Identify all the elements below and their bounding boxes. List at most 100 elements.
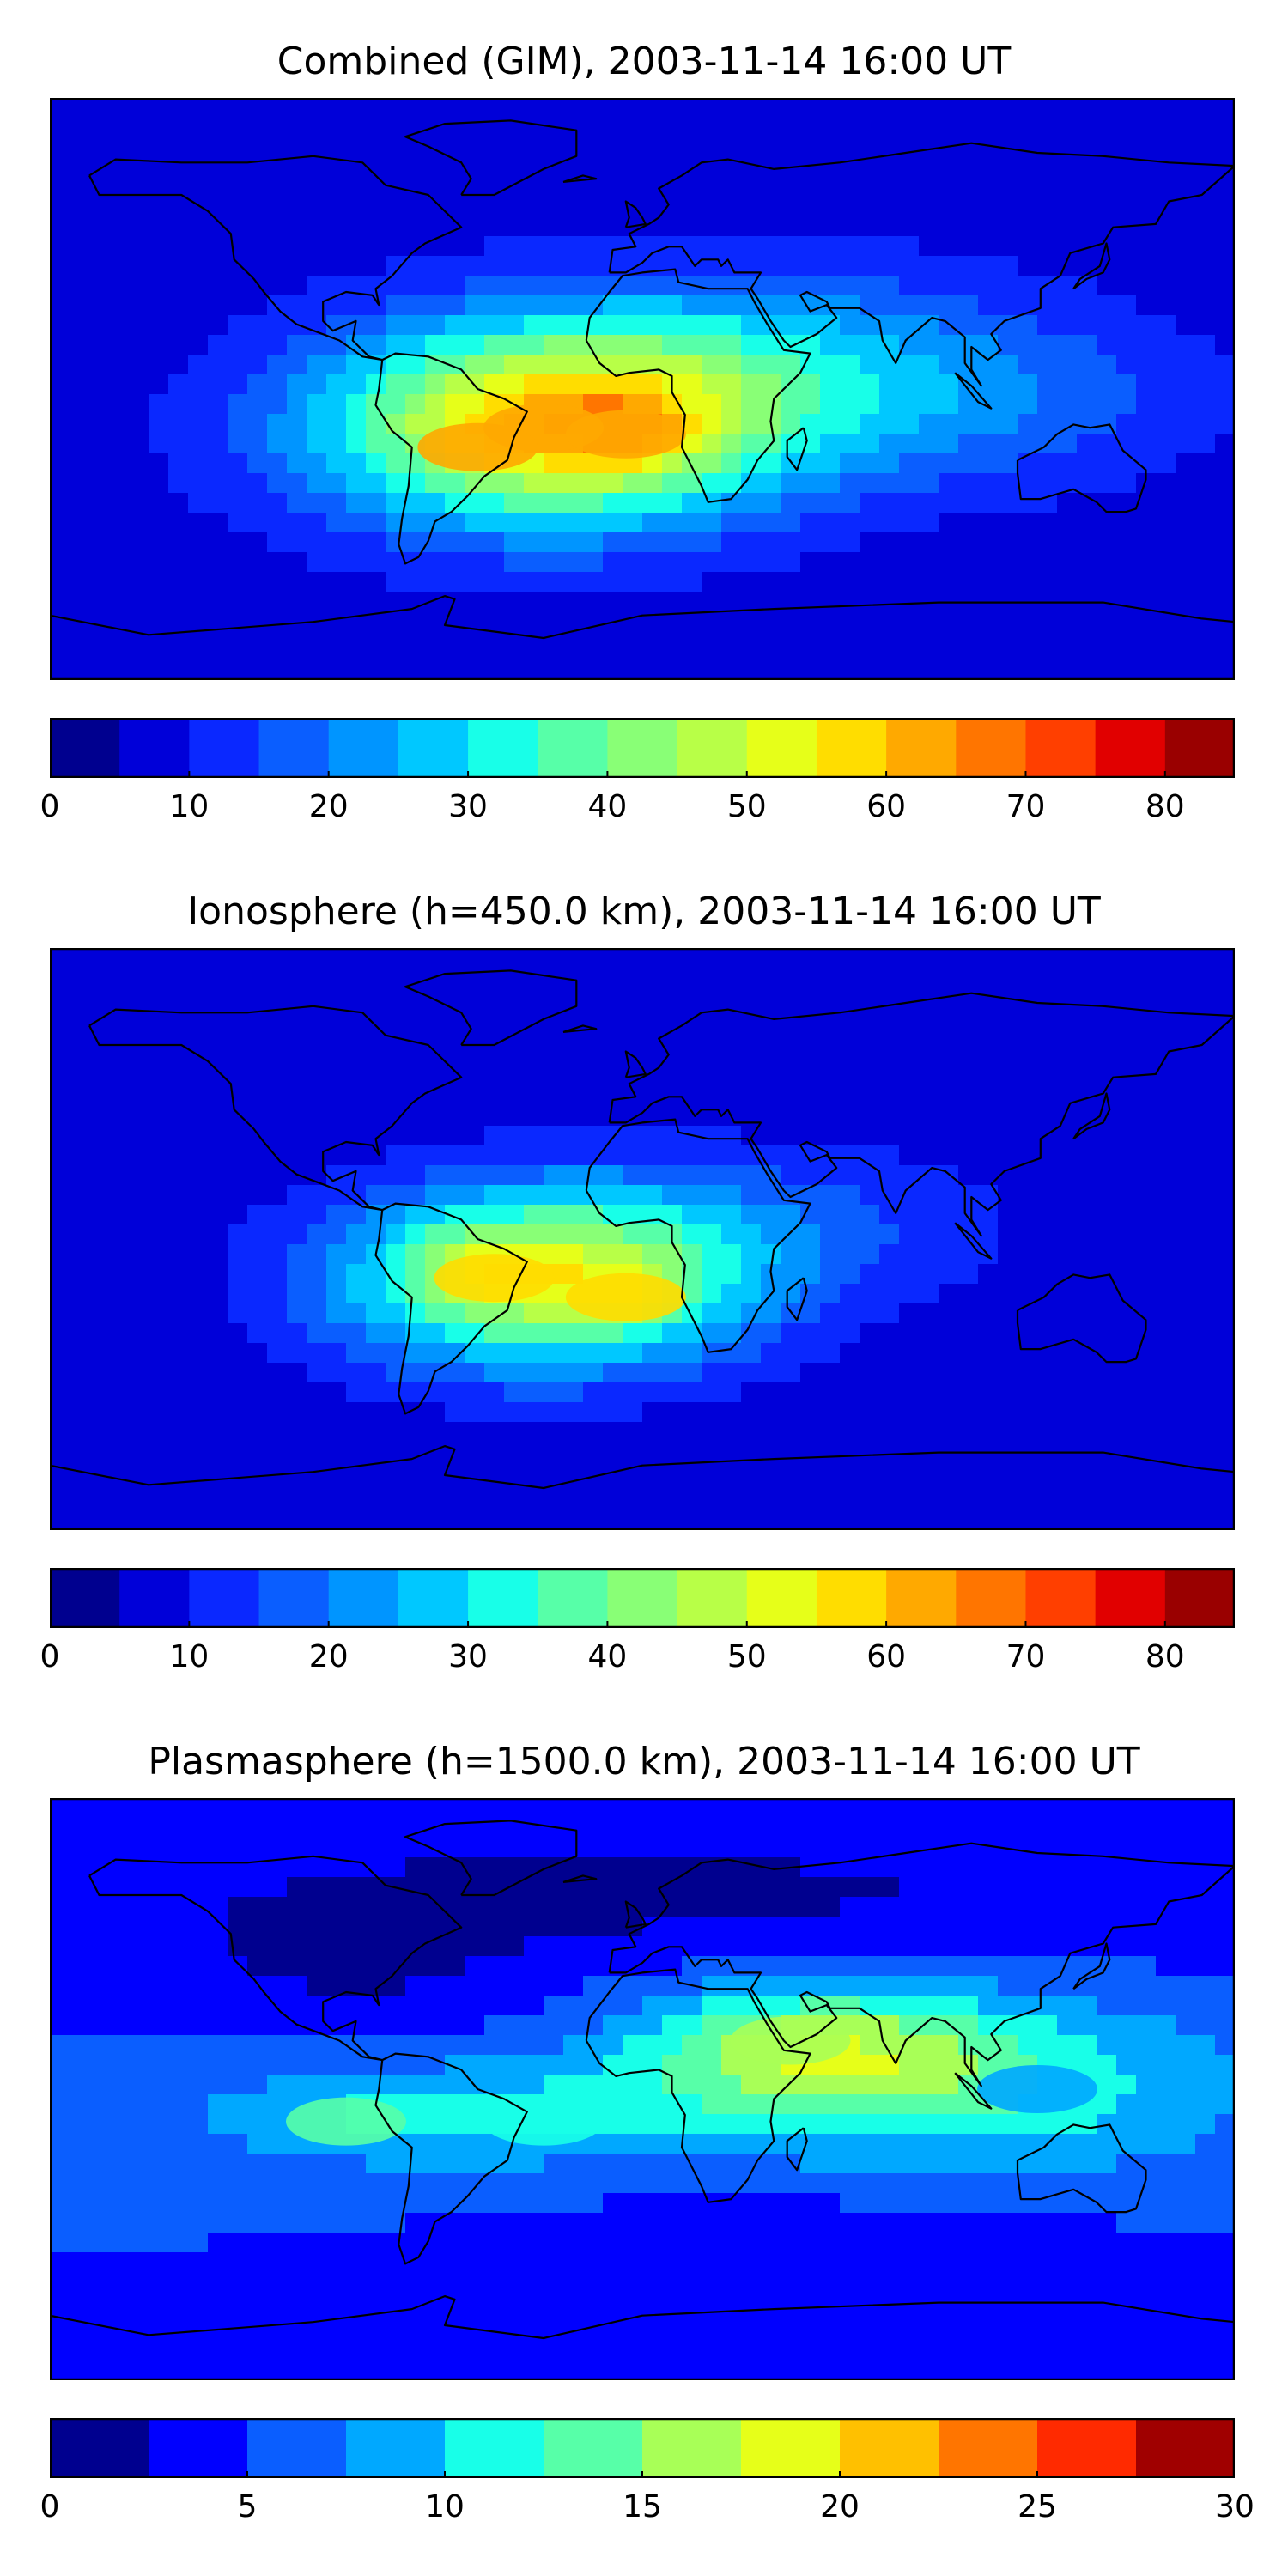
field-cell [820, 513, 841, 533]
field-cell [168, 1264, 189, 1285]
field-cell [168, 1501, 189, 1522]
field-cell [1018, 137, 1038, 158]
field-cell [109, 236, 130, 257]
field-cell [287, 2193, 307, 2214]
field-cell [563, 98, 584, 118]
field-cell [860, 1402, 880, 1423]
field-cell [188, 1126, 209, 1146]
field-cell [958, 1521, 979, 1530]
field-cell [484, 2154, 505, 2174]
colorbar-tick-label: 20 [308, 789, 349, 824]
field-cell [899, 1857, 920, 1878]
field-cell [524, 1086, 544, 1107]
field-cell [1176, 1481, 1196, 1502]
field-cell [109, 1047, 130, 1067]
field-cell [188, 2173, 209, 2194]
field-cell [1156, 2075, 1176, 2095]
field-cell [445, 1956, 465, 1977]
field-cell [188, 1442, 209, 1462]
field-cell [820, 2193, 841, 2214]
field-cell [129, 157, 149, 178]
field-cell [1097, 1996, 1117, 2016]
field-cell [899, 1838, 920, 1858]
field-cell [70, 1066, 90, 1087]
field-cell [603, 1185, 623, 1206]
field-cell [386, 1798, 406, 1819]
field-cell [1156, 2114, 1176, 2135]
field-cell [800, 671, 821, 680]
field-cell [919, 1106, 939, 1127]
field-cell [465, 355, 485, 375]
field-cell [761, 1185, 781, 1206]
field-cell [702, 1145, 722, 1166]
field-cell [879, 295, 900, 316]
field-cell [958, 1838, 979, 1858]
field-cell [919, 1086, 939, 1107]
field-cell [149, 651, 169, 671]
field-cell [307, 1264, 327, 1285]
field-cell [623, 513, 643, 533]
field-cell [623, 1422, 643, 1443]
field-cell [899, 473, 920, 494]
field-cell [1077, 493, 1097, 513]
field-cell [188, 671, 209, 680]
field-cell [465, 236, 485, 257]
field-cell [1215, 1264, 1235, 1285]
field-cell [109, 1244, 130, 1265]
field-cell [761, 355, 781, 375]
colorbar-tick-label: 40 [587, 1639, 628, 1674]
field-cell [465, 157, 485, 178]
field-cell [504, 552, 525, 573]
field-cell [603, 1007, 623, 1028]
field-cell [168, 1165, 189, 1186]
field-cell [168, 2114, 189, 2135]
field-cell [465, 1047, 485, 1067]
field-cell [563, 572, 584, 592]
field-cell [445, 1047, 465, 1067]
field-cell [1116, 592, 1137, 612]
field-cell [425, 1877, 446, 1898]
field-cell [287, 1284, 307, 1304]
field-cell [939, 394, 959, 415]
field-cell [721, 1382, 742, 1403]
field-cell [682, 1323, 702, 1344]
field-cell [840, 453, 860, 474]
field-cell [682, 493, 702, 513]
field-cell [129, 1996, 149, 2016]
field-cell [840, 177, 860, 197]
field-cell [682, 118, 702, 138]
field-cell [366, 1027, 386, 1048]
field-cell [958, 1047, 979, 1067]
field-cell [1057, 1363, 1078, 1383]
field-cell [504, 2015, 525, 2036]
field-cell [425, 276, 446, 296]
field-cell [998, 1106, 1018, 1127]
field-cell [603, 1244, 623, 1265]
field-cell [1077, 1917, 1097, 1937]
field-cell [247, 1343, 268, 1364]
colorbar-segment [119, 1568, 190, 1628]
field-cell [1156, 1145, 1176, 1166]
field-cell [1215, 1106, 1235, 1127]
field-cell [465, 1007, 485, 1028]
field-cell [465, 1343, 485, 1364]
field-cell [998, 1185, 1018, 1206]
field-cell [129, 651, 149, 671]
field-cell [307, 1343, 327, 1364]
field-cell [642, 493, 663, 513]
field-cell [800, 1244, 821, 1265]
field-cell [820, 276, 841, 296]
field-cell [89, 118, 110, 138]
field-cell [879, 1402, 900, 1423]
field-cell [386, 552, 406, 573]
field-cell [682, 335, 702, 355]
field-cell [425, 1917, 446, 1937]
field-cell [405, 374, 426, 395]
field-cell [544, 256, 564, 276]
field-cell [425, 1897, 446, 1917]
field-cell [642, 651, 663, 671]
field-cell [919, 1363, 939, 1383]
field-cell [721, 1244, 742, 1265]
field-cell [89, 2114, 110, 2135]
field-cell [820, 1224, 841, 1245]
